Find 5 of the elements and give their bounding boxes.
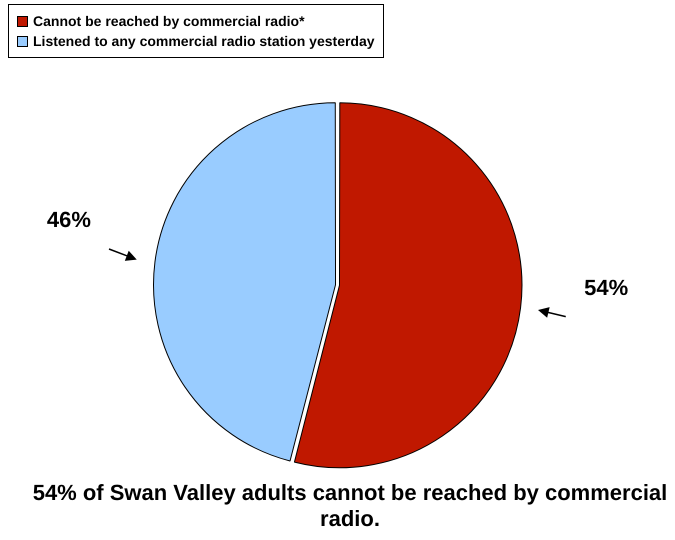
legend-label: Cannot be reached by commercial radio* [33,13,305,29]
data-label: 46% [46,207,91,232]
text: 54% of Swan Valley adults cannot be reached by commercial radio. [32,480,668,532]
data-label: 54% [584,274,628,300]
legend-label: Listened to any commercial radio station yesterday [33,33,375,49]
